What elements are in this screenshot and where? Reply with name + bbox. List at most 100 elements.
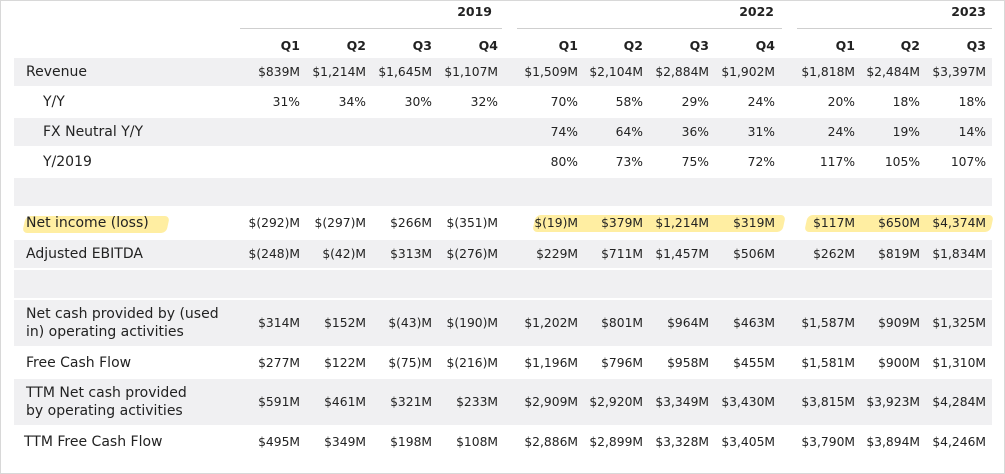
- table-cell: $(19)M: [534, 215, 578, 230]
- table-cell: $(248)M: [248, 246, 301, 261]
- table-cell: $(43)M: [388, 315, 432, 330]
- table-cell: $964M: [667, 315, 709, 330]
- table-cell: $198M: [390, 434, 432, 449]
- table-cell: $1,834M: [932, 246, 986, 261]
- table-cell: $819M: [878, 246, 920, 261]
- table-row: [14, 58, 992, 86]
- table-cell: $2,886M: [524, 434, 578, 449]
- table-cell: $2,484M: [866, 64, 920, 79]
- table-cell: 107%: [950, 154, 986, 169]
- table-cell: 117%: [819, 154, 855, 169]
- table-cell: $3,923M: [866, 394, 920, 409]
- year-header-2023: 2023: [951, 4, 986, 19]
- quarter-header: Q2: [346, 38, 366, 53]
- row-label: Y/Y: [43, 94, 65, 110]
- table-cell: 32%: [470, 94, 498, 109]
- table-cell: 75%: [681, 154, 709, 169]
- table-cell: $152M: [324, 315, 366, 330]
- quarter-header: Q1: [558, 38, 578, 53]
- table-cell: $(75)M: [388, 355, 432, 370]
- table-cell: 74%: [550, 124, 578, 139]
- quarter-header: Q4: [478, 38, 498, 53]
- table-cell: $314M: [258, 315, 300, 330]
- table-cell: $(42)M: [322, 246, 366, 261]
- table-cell: $1,587M: [801, 315, 855, 330]
- table-cell: $229M: [536, 246, 578, 261]
- table-cell: $3,430M: [721, 394, 775, 409]
- table-cell: 24%: [827, 124, 855, 139]
- row-label: Revenue: [26, 64, 87, 80]
- table-cell: $117M: [813, 215, 855, 230]
- table-row: [14, 379, 992, 425]
- table-cell: $2,909M: [524, 394, 578, 409]
- table-cell: 18%: [958, 94, 986, 109]
- table-cell: 72%: [747, 154, 775, 169]
- table-cell: $266M: [390, 215, 432, 230]
- table-cell: $900M: [878, 355, 920, 370]
- table-cell: $455M: [733, 355, 775, 370]
- table-cell: $1,902M: [721, 64, 775, 79]
- table-cell: $801M: [601, 315, 643, 330]
- year-header-2022: 2022: [739, 4, 774, 19]
- year-divider-2022: [517, 28, 782, 29]
- table-cell: $4,246M: [932, 434, 986, 449]
- row-label: TTM Free Cash Flow: [24, 434, 163, 450]
- row-label: by operating activities: [26, 403, 183, 419]
- table-cell: $1,196M: [524, 355, 578, 370]
- table-cell: $1,818M: [801, 64, 855, 79]
- table-cell: 105%: [884, 154, 920, 169]
- row-label: Adjusted EBITDA: [26, 246, 143, 262]
- table-cell: $3,815M: [801, 394, 855, 409]
- table-cell: 73%: [615, 154, 643, 169]
- row-label: Net income (loss): [26, 215, 149, 231]
- table-row: [14, 118, 992, 146]
- table-cell: $461M: [324, 394, 366, 409]
- table-cell: $(351)M: [446, 215, 499, 230]
- table-cell: $1,202M: [524, 315, 578, 330]
- table-cell: $463M: [733, 315, 775, 330]
- table-cell: 80%: [550, 154, 578, 169]
- quarter-header: Q2: [623, 38, 643, 53]
- table-cell: $1,214M: [312, 64, 366, 79]
- table-cell: $1,645M: [378, 64, 432, 79]
- table-cell: $321M: [390, 394, 432, 409]
- table-cell: $591M: [258, 394, 300, 409]
- table-cell: $1,325M: [932, 315, 986, 330]
- table-cell: $(216)M: [446, 355, 499, 370]
- table-cell: 64%: [615, 124, 643, 139]
- table-cell: 31%: [272, 94, 300, 109]
- table-cell: $313M: [390, 246, 432, 261]
- table-cell: $3,328M: [655, 434, 709, 449]
- year-header-2019: 2019: [457, 4, 492, 19]
- table-cell: 20%: [827, 94, 855, 109]
- table-cell: $2,920M: [589, 394, 643, 409]
- table-cell: $2,899M: [589, 434, 643, 449]
- table-cell: $796M: [601, 355, 643, 370]
- table-cell: 31%: [747, 124, 775, 139]
- table-cell: $4,374M: [932, 215, 986, 230]
- table-cell: $1,214M: [655, 215, 709, 230]
- quarter-header: Q2: [900, 38, 920, 53]
- table-cell: $319M: [733, 215, 775, 230]
- row-label: FX Neutral Y/Y: [43, 124, 144, 140]
- separator-band: [14, 270, 992, 298]
- year-divider-2019: [240, 28, 502, 29]
- table-cell: $3,349M: [655, 394, 709, 409]
- row-label: Net cash provided by (used: [26, 306, 219, 322]
- row-label: TTM Net cash provided: [26, 385, 187, 401]
- table-cell: $2,884M: [655, 64, 709, 79]
- quarter-header: Q3: [689, 38, 709, 53]
- table-cell: 58%: [615, 94, 643, 109]
- table-cell: $108M: [456, 434, 498, 449]
- row-label: Free Cash Flow: [26, 355, 132, 371]
- table-cell: $379M: [601, 215, 643, 230]
- table-cell: $3,790M: [801, 434, 855, 449]
- table-cell: $(297)M: [314, 215, 367, 230]
- table-cell: 14%: [958, 124, 986, 139]
- table-row: [14, 240, 992, 268]
- table-cell: $2,104M: [589, 64, 643, 79]
- table-cell: $122M: [324, 355, 366, 370]
- table-cell: $506M: [733, 246, 775, 261]
- quarter-header: Q3: [412, 38, 432, 53]
- table-cell: $1,581M: [801, 355, 855, 370]
